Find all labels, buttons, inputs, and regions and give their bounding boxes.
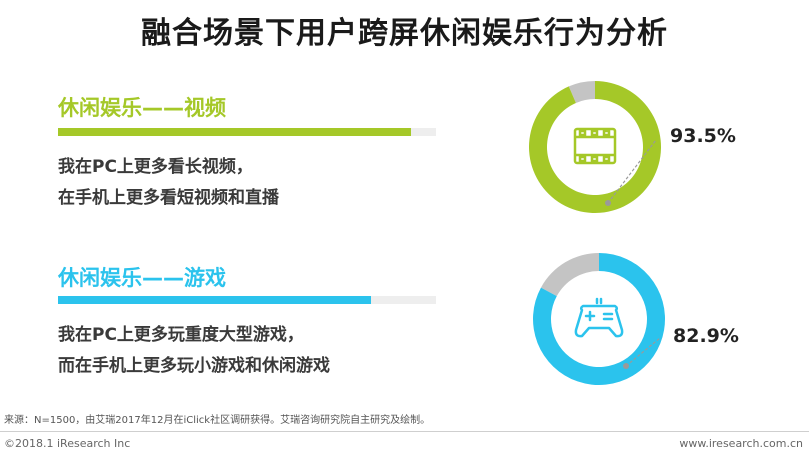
progress-fill-video <box>58 128 412 136</box>
source-note: 来源：N=1500，由艾瑞2017年12月在iClick社区调研获得。艾瑞咨询研… <box>4 415 431 426</box>
website-link[interactable]: www.iresearch.com.cn <box>679 437 803 450</box>
progress-track-games <box>58 296 436 304</box>
description-line: 而在手机上更多玩小游戏和休闲游戏 <box>58 356 330 376</box>
description-line: 在手机上更多看短视频和直播 <box>58 188 279 208</box>
leader-dot <box>623 363 629 369</box>
donut-chart-games <box>533 253 665 385</box>
leader-line <box>625 337 661 367</box>
donut-slice-remainder <box>568 81 595 103</box>
copyright-text: ©2018.1 iResearch Inc <box>4 437 131 450</box>
film-icon <box>573 127 617 165</box>
donut-chart-video <box>529 81 661 213</box>
description-line: 我在PC上更多玩重度大型游戏， <box>58 325 304 345</box>
leader-line <box>607 139 657 204</box>
leader-dot <box>605 200 611 206</box>
description-line: 我在PC上更多看长视频， <box>58 157 253 177</box>
progress-track-video <box>58 128 436 136</box>
donut-slice-primary <box>529 81 661 213</box>
page-title: 融合场景下用户跨屏休闲娱乐行为分析 <box>141 16 668 51</box>
section-heading-video: 休闲娱乐——视频 <box>58 96 226 120</box>
section-description-video: 我在PC上更多看长视频， 在手机上更多看短视频和直播 <box>58 152 279 214</box>
section-description-games: 我在PC上更多玩重度大型游戏， 而在手机上更多玩小游戏和休闲游戏 <box>58 320 330 382</box>
percent-label-video: 93.5% <box>670 125 736 147</box>
footer-divider <box>0 431 809 432</box>
progress-fill-games <box>58 296 372 304</box>
percent-label-games: 82.9% <box>673 325 739 347</box>
donut-slice-remainder <box>540 253 599 297</box>
section-heading-games: 休闲娱乐——游戏 <box>58 266 226 290</box>
gamepad-icon <box>574 297 624 338</box>
